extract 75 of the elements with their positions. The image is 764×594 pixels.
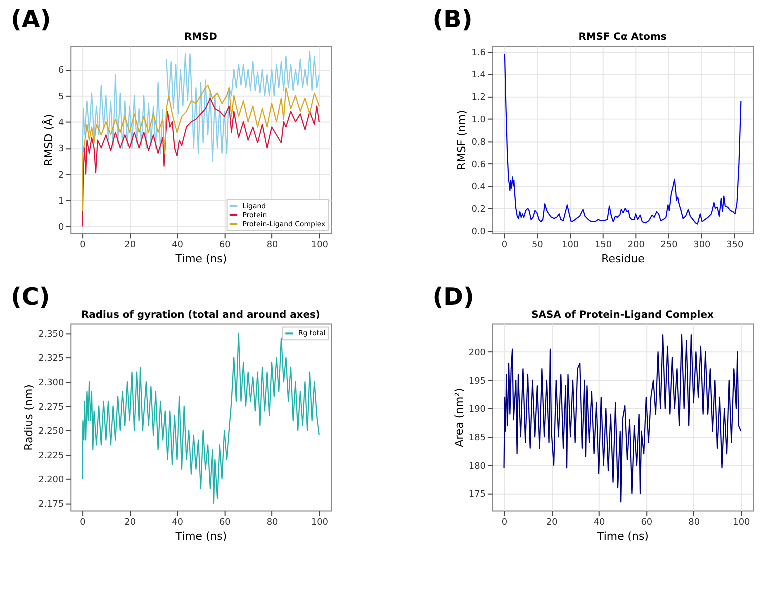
chart-title: RMSD bbox=[184, 32, 218, 44]
x-tick-label: 200 bbox=[628, 240, 646, 251]
y-tick-label: 0.2 bbox=[472, 205, 486, 216]
line-series bbox=[504, 53, 742, 225]
x-tick-label: 20 bbox=[124, 518, 136, 528]
text: (A) bbox=[10, 5, 52, 34]
x-tick-label: 300 bbox=[694, 240, 712, 251]
y-axis-title: Radius (nm) bbox=[22, 384, 36, 451]
y-tick-label: 0.8 bbox=[472, 138, 486, 148]
chart-title: SASA of Protein-Ligand Complex bbox=[532, 310, 714, 321]
x-tick-label: 350 bbox=[726, 240, 744, 251]
x-tick-label: 0 bbox=[502, 240, 508, 251]
x-tick-label: 40 bbox=[172, 518, 184, 528]
y-tick-label: 2.350 bbox=[38, 330, 64, 340]
line-series bbox=[82, 84, 320, 212]
x-tick-label: 60 bbox=[641, 518, 653, 528]
x-tick-label: 250 bbox=[660, 240, 678, 251]
x-tick-label: 100 bbox=[562, 240, 580, 251]
x-tick-label: 40 bbox=[594, 518, 606, 528]
x-tick-label: 80 bbox=[266, 518, 279, 528]
x-tick-label: 20 bbox=[546, 518, 558, 528]
y-tick-label: 0 bbox=[58, 223, 64, 234]
x-tick-label: 0 bbox=[80, 518, 86, 528]
x-tick-label: 60 bbox=[219, 240, 232, 251]
y-tick-label: 1.2 bbox=[472, 93, 486, 104]
x-tick-label: 80 bbox=[688, 518, 700, 528]
y-tick-label: 2.175 bbox=[38, 500, 64, 510]
chart-title: RMSF Cα Atoms bbox=[578, 32, 667, 44]
x-axis-title: Time (ns) bbox=[174, 530, 228, 544]
y-tick-label: 2.200 bbox=[38, 476, 64, 486]
y-tick-label: 195 bbox=[468, 376, 486, 387]
y-tick-label: 4 bbox=[58, 118, 64, 129]
x-tick-label: 0 bbox=[80, 240, 86, 251]
x-tick-label: 100 bbox=[311, 240, 329, 251]
line-series bbox=[504, 334, 742, 503]
y-tick-label: 2 bbox=[58, 170, 64, 181]
y-tick-label: 185 bbox=[468, 434, 486, 444]
x-tick-label: 150 bbox=[594, 240, 612, 251]
y-tick-label: 3 bbox=[58, 144, 64, 155]
y-tick-label: 2.275 bbox=[38, 402, 64, 413]
y-tick-label: 2.325 bbox=[38, 354, 64, 364]
x-tick-label: 100 bbox=[733, 518, 751, 528]
y-tick-label: 1.0 bbox=[472, 115, 486, 126]
y-tick-label: 5 bbox=[58, 92, 64, 102]
x-tick-label: 0 bbox=[502, 518, 508, 528]
text: (C) bbox=[10, 282, 50, 311]
x-tick-label: 40 bbox=[172, 240, 184, 251]
y-axis-title: Area (nm²) bbox=[452, 388, 466, 448]
y-tick-label: 190 bbox=[468, 405, 486, 416]
y-tick-label: 2.300 bbox=[38, 378, 64, 389]
y-tick-label: 6 bbox=[58, 66, 64, 76]
y-tick-label: 0.6 bbox=[472, 160, 486, 170]
x-tick-label: 20 bbox=[124, 240, 136, 251]
y-tick-label: 0.4 bbox=[472, 182, 486, 193]
x-tick-label: 80 bbox=[266, 240, 279, 251]
y-tick-label: 2.250 bbox=[38, 427, 64, 438]
x-tick-label: 60 bbox=[219, 518, 232, 528]
x-axis-title: Time (ns) bbox=[174, 252, 228, 266]
text: (B) bbox=[432, 5, 473, 34]
y-tick-label: 2.225 bbox=[38, 451, 64, 462]
chart-title: Radius of gyration (total and around axes) bbox=[81, 310, 320, 321]
y-tick-label: 1.6 bbox=[472, 48, 486, 58]
y-axis-title: RMSF (nm) bbox=[456, 110, 469, 170]
y-tick-label: 175 bbox=[468, 490, 486, 500]
x-axis-title: Time (ns) bbox=[596, 530, 649, 544]
y-tick-label: 200 bbox=[468, 348, 486, 359]
x-tick-label: 100 bbox=[311, 518, 329, 528]
text: (D) bbox=[432, 282, 474, 311]
x-tick-label: 50 bbox=[532, 240, 544, 251]
y-tick-label: 1.4 bbox=[472, 70, 486, 81]
x-axis-title: Residue bbox=[602, 252, 646, 266]
y-tick-label: 1 bbox=[58, 197, 64, 207]
y-axis-title: RMSD (Å) bbox=[42, 114, 56, 166]
y-tick-label: 180 bbox=[468, 462, 486, 472]
y-tick-label: 0.0 bbox=[472, 227, 486, 238]
